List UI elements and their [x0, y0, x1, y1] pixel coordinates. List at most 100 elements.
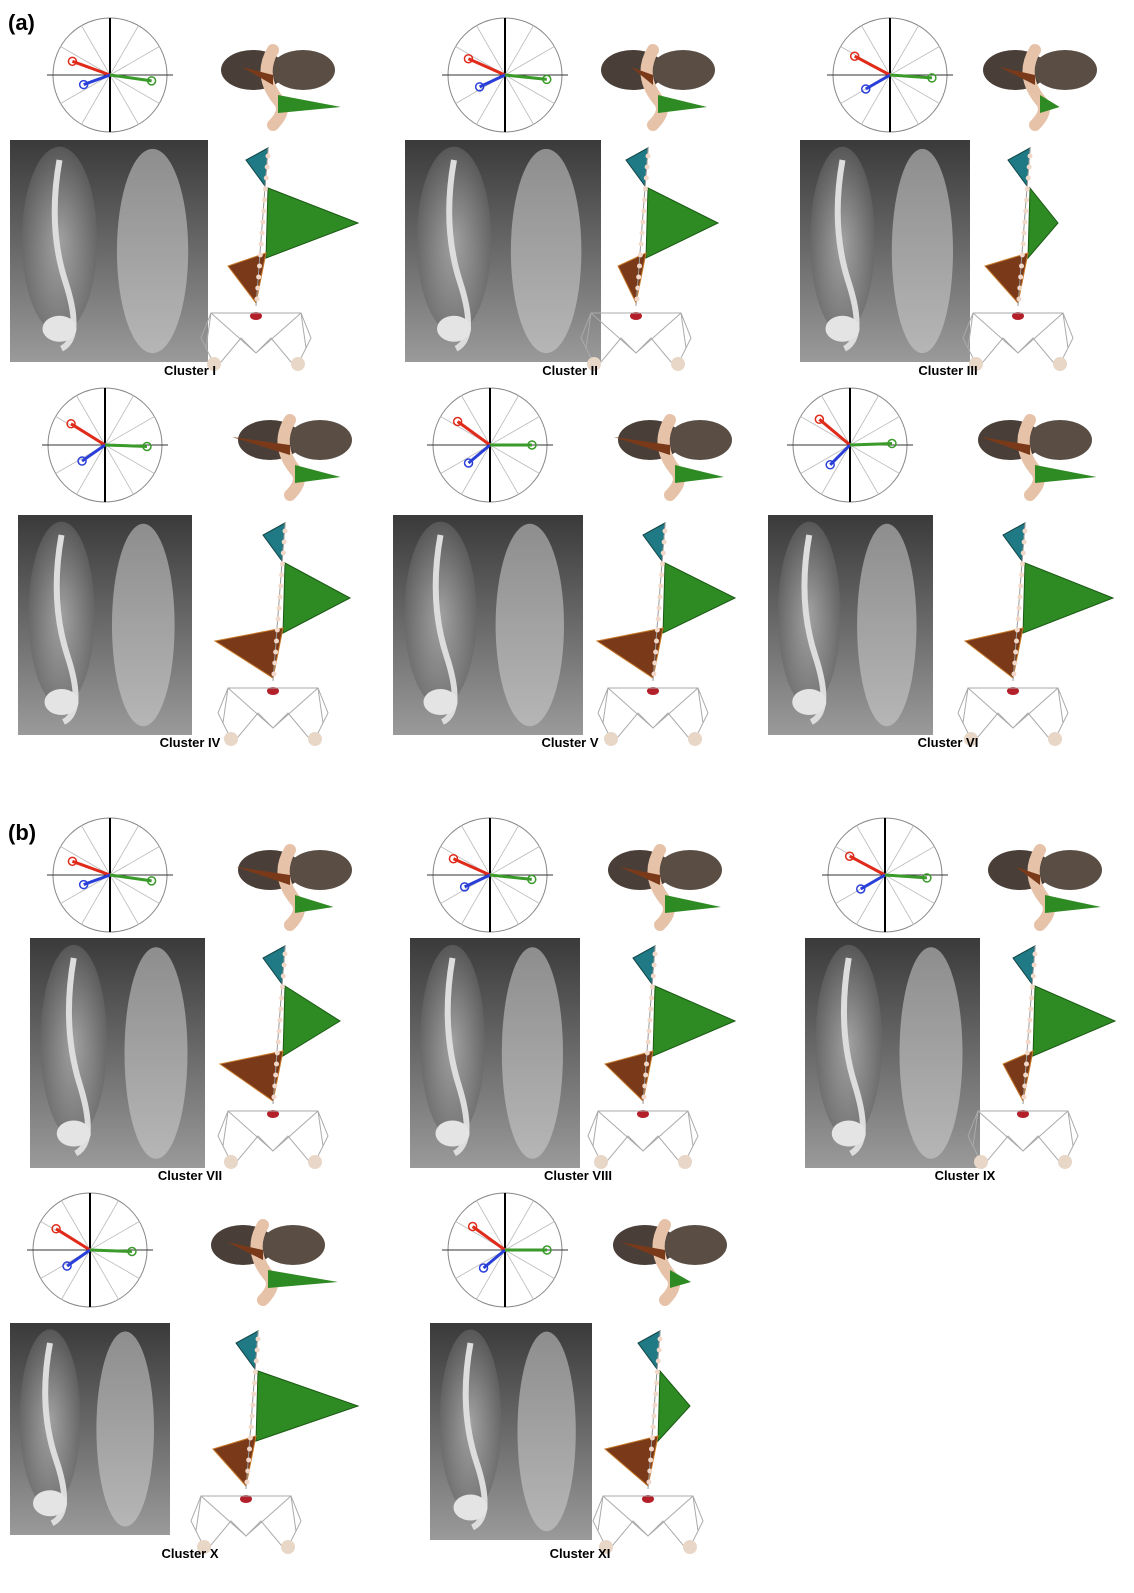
vertebra [644, 176, 649, 181]
plane-3d [268, 1270, 338, 1288]
xray-bladder [424, 689, 458, 715]
thoracic-plane [646, 188, 718, 258]
vector [71, 424, 105, 445]
thoracic-plane [283, 986, 340, 1056]
femoral-head [671, 357, 685, 371]
plane-3d [665, 895, 721, 913]
vertebra [643, 1073, 648, 1078]
vertebra [271, 672, 276, 677]
vertebra [1033, 952, 1038, 957]
vertebra [263, 187, 268, 192]
thoracic-plane [663, 563, 735, 633]
vertebra [659, 573, 664, 578]
femoral-head [281, 1540, 295, 1554]
vertebra [1025, 187, 1030, 192]
vertebra [644, 1062, 649, 1067]
vertebra [647, 1469, 652, 1474]
vertebra [1017, 606, 1022, 611]
xray-torso [125, 947, 188, 1159]
vertebra [651, 1425, 656, 1430]
vertebra [638, 253, 643, 258]
vertebra [645, 165, 650, 170]
vector [72, 861, 110, 875]
vertebra [265, 165, 270, 170]
vertebra [651, 974, 656, 979]
vertebra [1023, 1073, 1028, 1078]
vertebra [640, 220, 645, 225]
femoral-head [1048, 732, 1062, 746]
vertebra [273, 650, 278, 655]
vertebra [639, 242, 644, 247]
thoracic-plane [1028, 188, 1058, 258]
vector [468, 59, 505, 75]
vertebra [1029, 996, 1034, 1001]
vertebra [1028, 1007, 1033, 1012]
vertebra [250, 1414, 255, 1419]
thoracic-plane [283, 563, 350, 633]
vertebra [250, 1403, 255, 1408]
xray-bladder [454, 1494, 488, 1520]
vertebra [283, 952, 288, 957]
vertebra [652, 661, 657, 666]
xray-bladder [436, 1121, 470, 1147]
vertebra [662, 540, 667, 545]
femoral-head [224, 732, 238, 746]
pelvis-3d [1038, 850, 1102, 890]
pelvis-3d [261, 1225, 325, 1265]
vertebra [1020, 562, 1025, 567]
vertebra [657, 606, 662, 611]
vertebra [272, 661, 277, 666]
vertebra [277, 1029, 282, 1034]
vertebra [637, 264, 642, 269]
vertebra [262, 198, 267, 203]
vector [458, 421, 490, 445]
vertebra [1019, 573, 1024, 578]
thoracic-plane [658, 1371, 690, 1441]
vertebra [1015, 628, 1020, 633]
vertebra [254, 1359, 259, 1364]
vertebra [248, 1436, 253, 1441]
vertebra [266, 154, 271, 159]
cluster-label: Cluster VIII [544, 1168, 612, 1183]
panel-label: (a) [8, 10, 35, 35]
vertebra [282, 963, 287, 968]
xray-torso [502, 947, 563, 1159]
cluster-label: Cluster I [164, 363, 216, 378]
xray-torso [96, 1331, 154, 1526]
vector [72, 61, 110, 75]
cluster-label: Cluster II [542, 363, 598, 378]
femoral-head [224, 1155, 238, 1169]
vertebra [649, 1447, 654, 1452]
xray-bladder [57, 1121, 91, 1147]
vertebra [1011, 672, 1016, 677]
figure: (a) (b) Cluster ICluster IICluster IIICl… [0, 0, 1134, 1593]
pelvis-3d [288, 850, 352, 890]
cluster: Cluster X [10, 1193, 358, 1561]
cluster-label: Cluster XI [550, 1546, 611, 1561]
vertebra [653, 1392, 658, 1397]
xray-torso [511, 149, 582, 353]
vertebra [653, 650, 658, 655]
vertebra [281, 974, 286, 979]
vertebra [283, 529, 288, 534]
vertebra [1026, 1040, 1031, 1045]
vertebra [1020, 253, 1025, 258]
xray-bladder [33, 1490, 67, 1516]
vertebra [252, 1381, 257, 1386]
cluster-label: Cluster VII [158, 1168, 222, 1183]
vertebra [646, 1040, 651, 1045]
thoracic-plane [266, 188, 358, 258]
vertebra [1027, 165, 1032, 170]
vector [819, 419, 850, 445]
vertebra [1022, 1084, 1027, 1089]
vertebra [646, 1480, 651, 1485]
vertebra [650, 985, 655, 990]
vertebra [1027, 1029, 1032, 1034]
femoral-head [594, 1155, 608, 1169]
vertebra [276, 1040, 281, 1045]
vertebra [642, 198, 647, 203]
vertebra [660, 562, 665, 567]
femoral-head [291, 357, 305, 371]
pelvis-3d [663, 1225, 727, 1265]
vertebra [253, 1370, 258, 1375]
